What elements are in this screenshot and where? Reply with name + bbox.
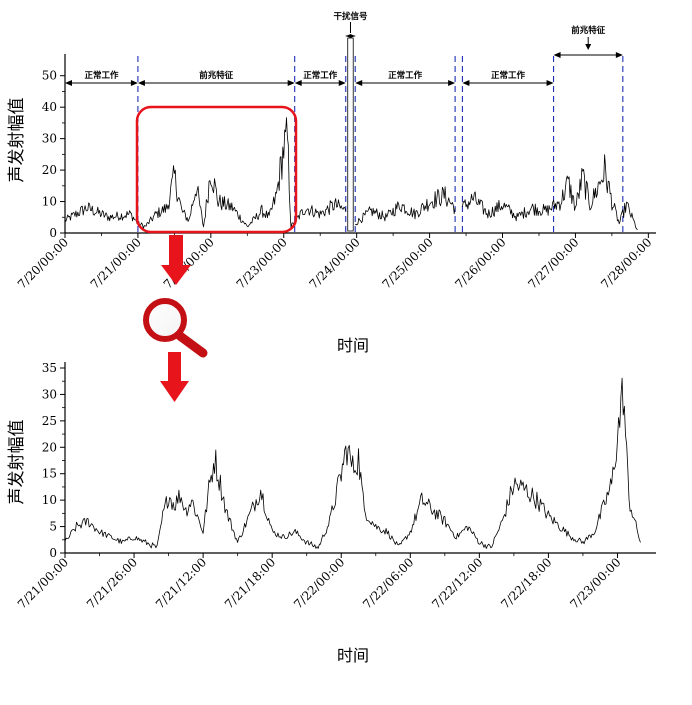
x-tick-label: 7/22/00:00 [291, 555, 347, 611]
y-tick-label: 0 [49, 546, 57, 560]
x-tick-label: 7/20/00:00 [15, 235, 71, 291]
x-tick-label: 7/22/06:00 [360, 555, 416, 611]
magnifier-icon [143, 298, 208, 358]
y-tick-label: 15 [42, 467, 57, 481]
y-tick-label: 30 [42, 387, 57, 401]
period-label: 正常工作 [388, 70, 423, 81]
interference-gap-box [347, 37, 354, 232]
arrow-left-icon [462, 80, 470, 86]
period-label: 前兆特征 [199, 70, 234, 81]
y-tick-label: 5 [49, 520, 57, 534]
interference-label: 干扰信号 [333, 11, 368, 22]
x-tick-label: 7/23/00:00 [567, 555, 623, 611]
x-tick-label: 7/28/00:00 [598, 235, 654, 291]
x-tick-label: 7/25/00:00 [379, 235, 435, 291]
precursor-label: 前兆特征 [571, 25, 606, 36]
period-annotations: 正常工作 前兆特征 正常工作 正常工作 正常工作 [65, 70, 554, 86]
down-arrow-icon [160, 352, 189, 402]
x-tick-label: 7/23/00:00 [234, 235, 290, 291]
x-tick-label: 7/21/18:00 [222, 555, 278, 611]
precursor-highlight-box [135, 105, 298, 234]
arrow-left-icon [137, 80, 145, 86]
x-tick-label: 7/22/18:00 [498, 555, 554, 611]
y-tick-label: 30 [42, 132, 57, 146]
zoom-indicator [143, 235, 208, 402]
y-tick-label: 20 [42, 440, 57, 454]
arrow-right-icon [448, 80, 456, 86]
arrow-down-icon [585, 44, 592, 50]
zoomed-series [64, 377, 641, 549]
arrow-left-icon [345, 34, 351, 38]
x-tick-label: 7/21/00:00 [15, 555, 71, 611]
arrow-right-icon [546, 80, 554, 86]
signal-line [462, 154, 638, 231]
arrow-right-icon [615, 52, 623, 58]
arrow-left-icon [294, 80, 302, 86]
arrow-right-icon [338, 80, 346, 86]
y-tick-label: 10 [42, 493, 57, 507]
y-tick-label: 10 [42, 195, 57, 209]
x-tick-label: 7/22/12:00 [429, 555, 485, 611]
signal-line [64, 117, 347, 230]
x-tick-label: 7/26/00:00 [452, 235, 508, 291]
y-tick-label: 50 [42, 69, 57, 83]
x-tick-label: 7/27/00:00 [525, 235, 581, 291]
x-tick-label: 7/21/26:00 [84, 555, 140, 611]
arrow-right-icon [350, 34, 356, 38]
down-arrow-icon [161, 235, 191, 285]
arrow-left-icon [553, 52, 561, 58]
period-label: 正常工作 [491, 70, 526, 81]
y-tick-label: 40 [42, 100, 57, 114]
overview-series [64, 117, 638, 231]
arrow-right-icon [287, 80, 295, 86]
overview-x-axis-label: 时间 [337, 336, 369, 355]
arrow-right-icon [130, 80, 138, 86]
zoomed-y-axis-label: 声发射幅值 [7, 420, 27, 505]
period-label: 正常工作 [303, 70, 338, 81]
arrow-left-icon [355, 80, 363, 86]
signal-line [354, 186, 456, 226]
arrow-left-icon [65, 80, 72, 86]
x-tick-label: 7/21/00:00 [88, 235, 144, 291]
y-tick-label: 35 [42, 361, 57, 375]
period-label: 正常工作 [84, 70, 119, 81]
y-tick-label: 20 [42, 163, 57, 177]
x-tick-label: 7/21/12:00 [153, 555, 209, 611]
zoomed-x-axis-label: 时间 [337, 646, 369, 665]
y-tick-label: 25 [42, 414, 57, 428]
y-tick-label: 0 [49, 226, 57, 240]
overview-y-axis-label: 声发射幅值 [7, 98, 27, 183]
x-tick-label: 7/24/00:00 [307, 235, 363, 291]
signal-line [64, 377, 641, 549]
